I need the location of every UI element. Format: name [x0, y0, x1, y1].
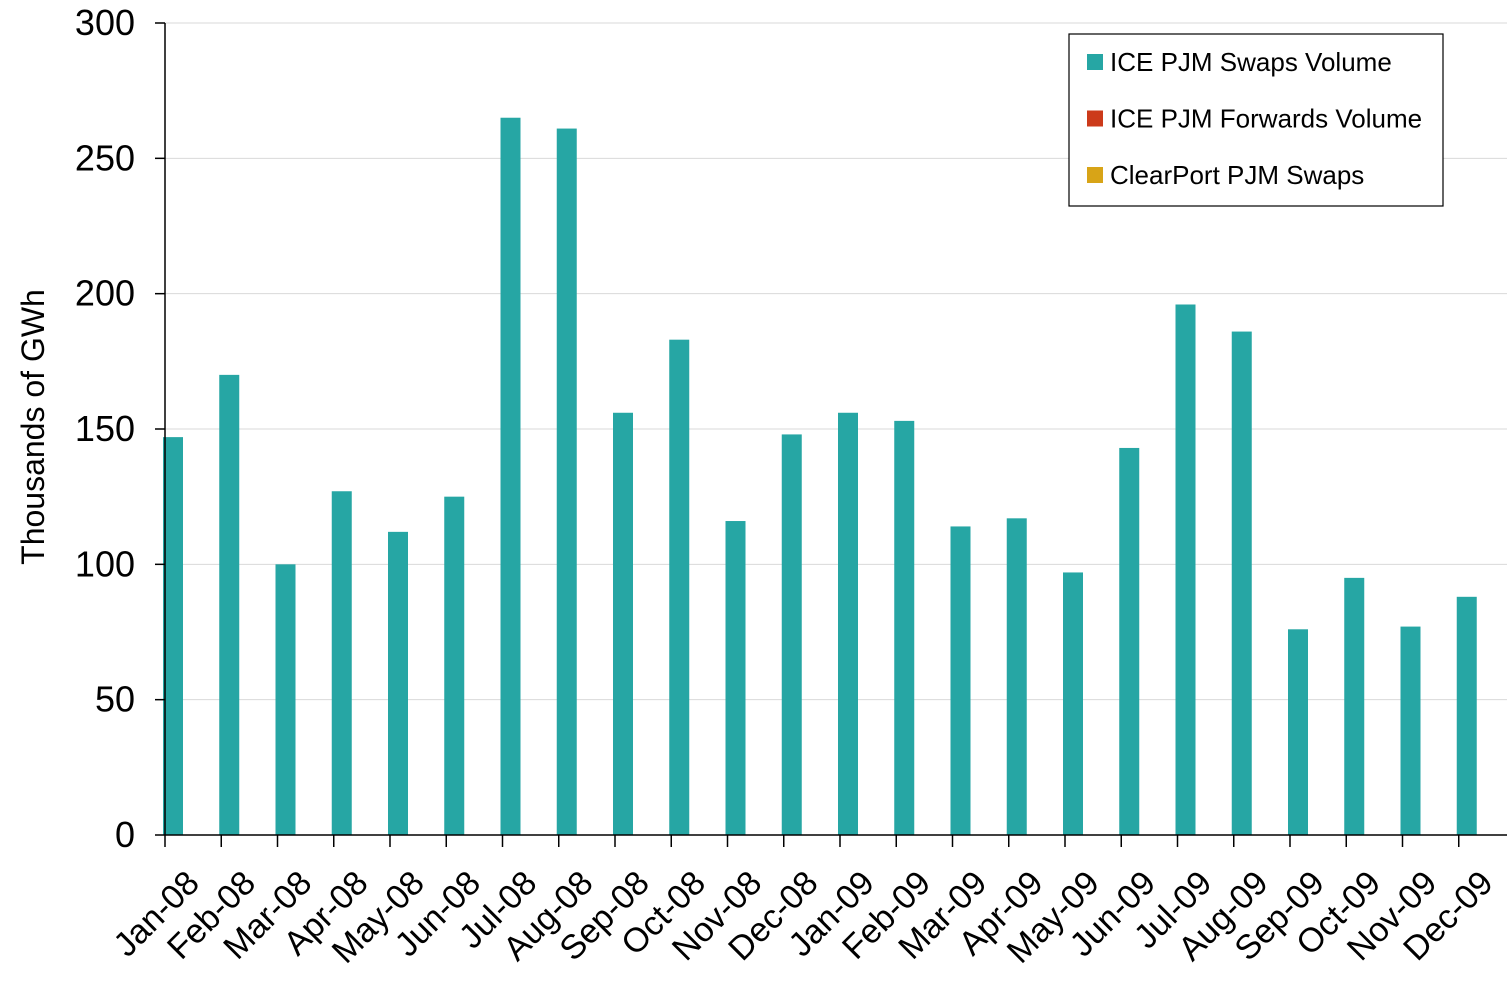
legend-swatch	[1087, 110, 1103, 127]
bar-jan-09	[838, 412, 858, 835]
bar-mar-08	[275, 564, 296, 835]
bar-apr-09	[1006, 518, 1027, 835]
legend-box	[1068, 33, 1444, 207]
bar-aug-09	[1231, 331, 1252, 835]
legend-label: ICE PJM Swaps Volume	[1110, 47, 1392, 77]
legend-swatch	[1087, 54, 1103, 70]
bar-jul-08	[500, 117, 521, 835]
bar-may-09	[1063, 572, 1083, 835]
bars	[163, 117, 1477, 835]
bar-jun-09	[1119, 447, 1140, 835]
bar-oct-08	[669, 339, 690, 835]
y-tick-label: 0	[115, 814, 135, 855]
bar-dec-08	[781, 434, 802, 835]
legend: ICE PJM Swaps Volume ICE PJM Forwards Vol…	[1068, 33, 1444, 207]
y-axis-label: Thousands of GWh	[15, 289, 51, 565]
bar-jun-08	[444, 496, 465, 835]
bar-aug-08	[556, 128, 577, 835]
bar-dec-09	[1456, 596, 1477, 835]
bar-sep-08	[613, 412, 633, 835]
axes	[155, 22, 1507, 847]
y-tick-label: 300	[75, 2, 135, 43]
y-tick-labels: 0 50 100 150 200 250 300	[75, 2, 135, 855]
y-tick-label: 150	[75, 408, 135, 449]
bar-mar-09	[950, 526, 971, 835]
bar-nov-09	[1400, 626, 1421, 835]
bar-feb-08	[219, 374, 240, 835]
y-tick-label: 100	[75, 543, 135, 584]
y-tick-label: 200	[75, 273, 135, 314]
y-tick-label: 250	[75, 137, 135, 178]
bar-apr-08	[331, 491, 352, 835]
y-tick-label: 50	[95, 679, 135, 720]
bar-jan-08	[163, 437, 183, 835]
bar-may-08	[388, 531, 408, 835]
bar-jul-09	[1175, 304, 1196, 835]
x-tick-labels: Jan-08Feb-08Mar-08Apr-08May-08Jun-08Jul-…	[106, 864, 1500, 971]
legend-label: ICE PJM Forwards Volume	[1110, 104, 1422, 134]
bar-nov-08	[725, 521, 746, 835]
bar-sep-09	[1288, 629, 1308, 835]
bar-feb-09	[894, 420, 915, 835]
legend-label: ClearPort PJM Swaps	[1110, 160, 1364, 190]
bar-oct-09	[1344, 577, 1365, 835]
legend-swatch	[1087, 167, 1103, 183]
